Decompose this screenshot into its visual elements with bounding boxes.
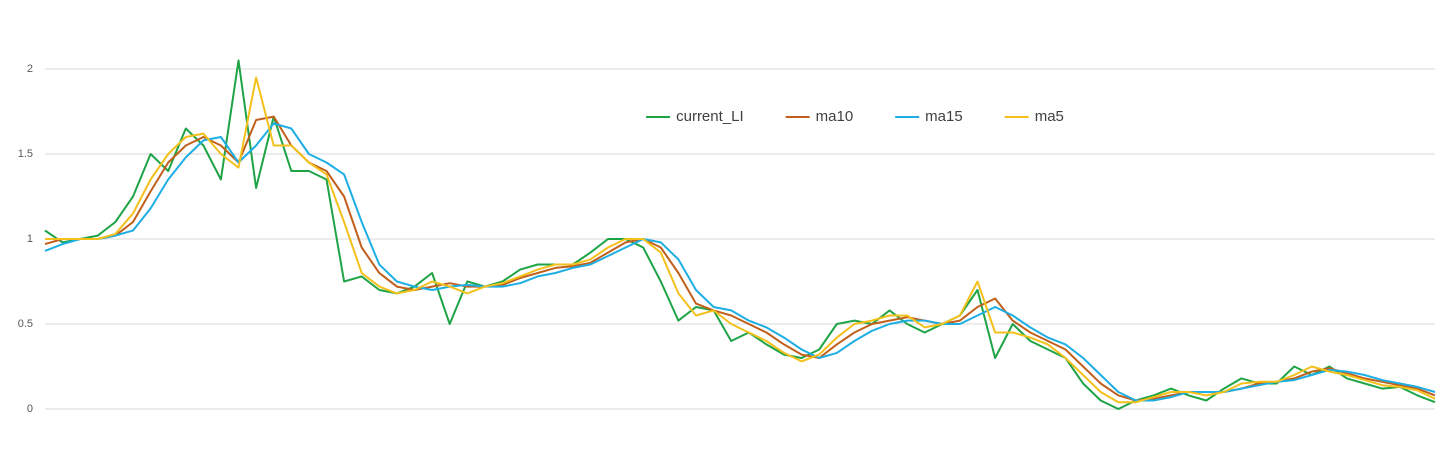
y-tick-label: 0.5: [18, 318, 33, 330]
y-tick-label: 1: [27, 233, 33, 245]
legend-label: current_LI: [676, 108, 744, 125]
series-line: [45, 76, 1436, 404]
series-line: [44, 115, 1436, 402]
y-tick-label: 0: [27, 403, 33, 415]
legend: current_LI ma10 ma15 ma5: [646, 108, 1064, 125]
series-line: [44, 122, 1436, 402]
y-tick-label: 1.5: [18, 148, 33, 160]
y-tick-label: 2: [27, 63, 33, 75]
series-line: [44, 59, 1436, 410]
legend-label: ma5: [1035, 108, 1064, 125]
legend-label: ma10: [816, 108, 854, 125]
legend-label: ma15: [925, 108, 963, 125]
